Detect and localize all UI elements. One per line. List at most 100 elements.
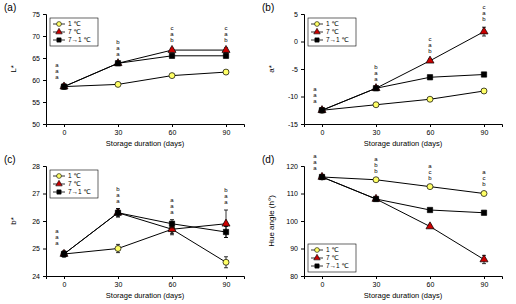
y-tick: 60 — [32, 77, 46, 84]
data-point — [115, 81, 121, 87]
error-bar-cap — [116, 216, 120, 217]
y-tick-label: 55 — [32, 99, 40, 106]
data-point — [223, 53, 228, 58]
significance-letter: b — [428, 175, 432, 181]
legend-marker — [314, 28, 320, 34]
x-tick: 60 — [169, 124, 177, 136]
x-tick-mark — [172, 124, 173, 127]
data-point — [223, 259, 229, 265]
data-point — [318, 106, 326, 113]
x-axis-title: Storage duration (days) — [106, 291, 185, 300]
legend-label: 1 ℃ — [326, 246, 339, 253]
error-bar — [116, 209, 120, 217]
error-bar-cap — [224, 256, 228, 257]
y-tick: -10 — [288, 93, 304, 100]
series-line — [64, 213, 226, 254]
legend-box — [50, 18, 98, 46]
y-tick-mark — [43, 166, 46, 167]
x-tick-label: 60 — [169, 281, 177, 288]
error-bar-cap — [224, 267, 228, 268]
legend-label: 1 ℃ — [68, 20, 81, 27]
x-tick-label: 0 — [63, 281, 67, 288]
y-tick-mark — [301, 69, 304, 70]
y-tick: 50 — [32, 121, 46, 128]
y-tick-label: 50 — [32, 121, 40, 128]
series-line — [64, 213, 226, 254]
significance-letter: a — [55, 240, 59, 246]
x-tick: 90 — [223, 276, 231, 288]
legend-marker — [314, 254, 320, 260]
error-bar — [224, 227, 228, 238]
y-tick: -5 — [292, 66, 304, 73]
x-tick-label: 90 — [481, 129, 489, 136]
x-tick: 30 — [115, 276, 123, 288]
error-bar — [224, 257, 228, 268]
x-tick-mark — [64, 124, 65, 127]
y-tick-mark — [43, 124, 46, 125]
legend-box — [50, 170, 98, 198]
x-axis-line — [47, 277, 245, 280]
error-bar — [374, 87, 378, 90]
y-tick: 100 — [286, 218, 304, 225]
x-tick: 60 — [169, 276, 177, 288]
legend-label: 7 ℃ — [68, 180, 81, 187]
error-bar — [116, 209, 120, 217]
x-tick: 60 — [427, 276, 435, 288]
data-point — [61, 84, 66, 89]
data-point — [115, 61, 120, 66]
panel: (c)03060902425262728Storage duration (da… — [4, 154, 245, 300]
x-axis-title: Storage duration (days) — [364, 291, 443, 300]
legend-marker — [315, 22, 320, 27]
y-tick: -15 — [288, 121, 304, 128]
data-point — [481, 191, 487, 197]
y-tick-mark — [43, 276, 46, 277]
data-point — [373, 86, 378, 91]
y-tick-mark — [301, 166, 304, 167]
x-axis: 0306090 — [47, 124, 245, 136]
x-tick-mark — [118, 276, 119, 279]
data-point — [427, 207, 432, 212]
y-tick-label: 80 — [290, 273, 298, 280]
legend-marker — [315, 248, 320, 253]
legend-marker — [57, 174, 62, 179]
y-axis-line — [43, 15, 47, 125]
x-tick-label: 30 — [373, 129, 381, 136]
error-bar-cap — [116, 252, 120, 253]
x-tick-label: 90 — [223, 129, 231, 136]
error-bar — [62, 251, 66, 257]
y-tick-mark — [43, 58, 46, 59]
data-point — [169, 73, 175, 79]
y-tick: 27 — [32, 190, 46, 197]
x-tick: 30 — [373, 124, 381, 136]
legend-label: 7→1 ℃ — [326, 262, 349, 269]
x-tick-mark — [430, 276, 431, 279]
y-tick-label: 70 — [32, 33, 40, 40]
data-point — [115, 210, 120, 215]
x-axis-line — [305, 125, 503, 128]
significance-letter: a — [116, 51, 120, 57]
x-tick: 30 — [115, 124, 123, 136]
data-point — [373, 102, 379, 108]
x-axis: 0306090 — [305, 276, 503, 288]
legend-label: 7→1 ℃ — [68, 36, 91, 43]
y-axis: 2425262728 — [32, 163, 46, 280]
marks — [318, 27, 488, 113]
significance-letter: b — [374, 168, 378, 174]
data-point — [61, 251, 67, 257]
data-point — [319, 108, 324, 113]
error-bar-cap — [170, 219, 174, 220]
significance-letter: b — [224, 37, 228, 43]
y-tick-label: -10 — [288, 93, 298, 100]
x-axis-line — [305, 277, 503, 280]
legend-marker — [57, 190, 61, 194]
y-tick: 70 — [32, 33, 46, 40]
y-tick-mark — [43, 102, 46, 103]
error-bar — [116, 62, 120, 66]
x-axis-line — [47, 125, 245, 128]
annotations: aaabaaaaabaa — [55, 186, 228, 247]
x-tick: 90 — [481, 276, 489, 288]
data-point — [319, 174, 324, 179]
data-point — [372, 84, 380, 91]
x-tick-mark — [430, 124, 431, 127]
y-tick: 80 — [290, 273, 304, 280]
